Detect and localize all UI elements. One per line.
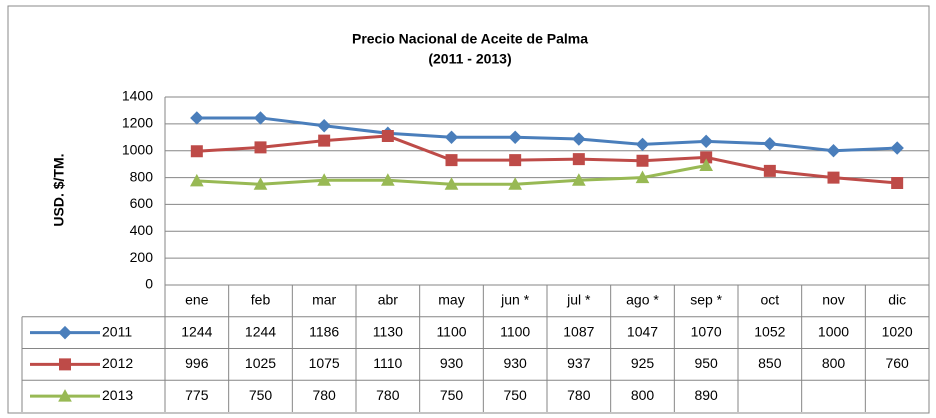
- data-point: [572, 153, 585, 166]
- data-label: 930: [503, 355, 527, 371]
- data-point: [318, 134, 331, 147]
- x-tick-label: sep *: [690, 292, 722, 308]
- data-label: 1130: [373, 323, 403, 339]
- data-label: 1047: [627, 323, 658, 339]
- x-tick-label: ago *: [626, 292, 659, 308]
- data-label: 1244: [181, 323, 212, 339]
- data-label: 800: [822, 355, 846, 371]
- data-label: 1186: [309, 323, 339, 339]
- chart-subtitle: (2011 - 2013): [428, 51, 511, 67]
- legend-marker: [58, 325, 72, 340]
- data-label: 780: [376, 387, 400, 403]
- data-point: [635, 137, 650, 152]
- y-tick-label: 200: [130, 249, 154, 265]
- data-point: [891, 176, 904, 189]
- series-line: [196, 134, 898, 185]
- y-tick-label: 0: [145, 276, 153, 292]
- legend-label: 2012: [102, 355, 133, 371]
- series-line: [196, 116, 898, 153]
- data-point: [763, 137, 777, 151]
- data-label: 775: [185, 387, 209, 403]
- data-point: [700, 151, 713, 164]
- data-point: [636, 154, 649, 167]
- data-label: 780: [567, 387, 591, 403]
- data-label: 1025: [245, 355, 276, 371]
- data-point: [381, 129, 394, 142]
- data-point: [826, 144, 841, 158]
- legend-marker: [59, 358, 71, 371]
- data-point: [317, 173, 332, 186]
- x-tick-label: mar: [312, 292, 336, 308]
- data-label: 780: [312, 387, 336, 403]
- data-label: 750: [503, 387, 527, 403]
- x-tick-label: dic: [888, 292, 906, 308]
- x-tick-label: jul *: [566, 292, 591, 308]
- x-tick-label: ene: [185, 292, 209, 308]
- data-label: 925: [631, 355, 655, 371]
- data-point: [827, 171, 840, 184]
- data-label: 850: [758, 355, 782, 371]
- data-label: 950: [694, 355, 718, 371]
- x-tick-label: nov: [822, 292, 845, 308]
- y-tick-label: 1400: [122, 88, 153, 104]
- data-point: [571, 173, 586, 186]
- data-point: [508, 130, 522, 144]
- y-tick-label: 1000: [122, 141, 153, 157]
- x-tick-label: oct: [760, 292, 779, 308]
- data-point: [444, 130, 459, 144]
- data-point: [190, 111, 204, 125]
- y-tick-label: 400: [130, 222, 154, 238]
- data-point: [635, 170, 650, 184]
- x-tick-label: may: [438, 292, 464, 308]
- y-tick-label: 800: [130, 168, 154, 184]
- chart-title: Precio Nacional de Aceite de Palma: [352, 31, 588, 47]
- data-label: 1087: [563, 323, 594, 339]
- data-point: [380, 173, 395, 186]
- data-label: 800: [631, 387, 655, 403]
- data-point: [189, 173, 204, 187]
- data-label: 1075: [309, 355, 340, 371]
- data-label: 760: [885, 355, 909, 371]
- data-point: [317, 119, 331, 133]
- data-point: [509, 154, 522, 167]
- data-point: [190, 145, 203, 158]
- y-tick-label: 600: [130, 195, 154, 211]
- data-point: [253, 111, 268, 125]
- data-point: [254, 141, 267, 154]
- data-label: 1244: [245, 323, 276, 339]
- data-point: [444, 177, 459, 190]
- data-point: [763, 164, 776, 177]
- data-point: [890, 141, 904, 155]
- data-label: 1052: [754, 323, 785, 339]
- data-point: [699, 158, 714, 171]
- data-point: [572, 132, 586, 146]
- y-axis-label: USD. $/TM.: [51, 153, 67, 226]
- data-point: [508, 177, 523, 190]
- x-tick-label: jun *: [500, 292, 530, 308]
- chart-frame: [7, 5, 930, 414]
- data-label: 1070: [691, 323, 722, 339]
- data-label: 1100: [436, 323, 466, 339]
- data-label: 996: [185, 355, 209, 371]
- y-tick-label: 1200: [122, 115, 153, 131]
- data-label: 750: [440, 387, 464, 403]
- data-label: 937: [567, 355, 591, 371]
- data-label: 750: [249, 387, 273, 403]
- data-label: 1000: [818, 323, 849, 339]
- data-point: [253, 177, 268, 190]
- x-tick-label: feb: [251, 292, 271, 308]
- legend-label: 2013: [102, 387, 133, 403]
- data-label: 1110: [373, 355, 402, 371]
- data-point: [445, 154, 458, 167]
- legend-label: 2011: [102, 323, 132, 339]
- legend-marker: [58, 389, 72, 402]
- data-label: 930: [440, 355, 464, 371]
- data-label: 1100: [500, 323, 530, 339]
- x-tick-label: abr: [378, 292, 399, 308]
- data-point: [699, 134, 713, 149]
- data-label: 1020: [882, 323, 913, 339]
- data-label: 890: [694, 387, 718, 403]
